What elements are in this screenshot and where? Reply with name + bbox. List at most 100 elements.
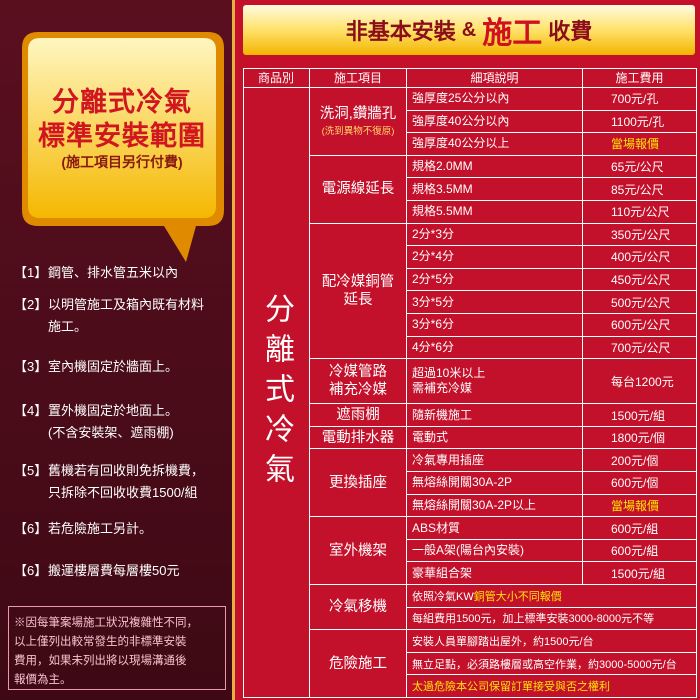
span-cell: 依照冷氣KW 銅管大小不同報價	[407, 585, 697, 608]
banner: 非基本安裝 & 施工 收費	[243, 5, 695, 55]
fee-cell: 600元/組	[583, 539, 697, 563]
item-text: 舊機若有回收則免拆機費，	[48, 463, 205, 478]
fee-cell: 85元/公尺	[583, 178, 697, 201]
product-text: 分離式冷氣	[260, 292, 293, 493]
item-text: 洗洞,鑽牆孔	[319, 106, 397, 123]
desc-text: 規格2.0MM	[412, 159, 473, 174]
fee-cell: 350元/公尺	[583, 223, 697, 247]
desc-text: 強厚度25公分以內	[412, 91, 510, 106]
item-note: (洗到異物不復原)	[321, 126, 395, 138]
banner-text: &	[461, 18, 477, 41]
fee-cell: 1500元/組	[583, 562, 697, 586]
item-cell: 冷媒管路 補充冷媒	[310, 359, 407, 405]
fee-text: 500元/公尺	[611, 295, 671, 310]
fee-text: 65元/公尺	[611, 160, 664, 175]
desc-cell: 隨新機施工	[407, 404, 583, 427]
fee-cell: 600元/組	[583, 517, 697, 540]
fee-cell: 1100元/孔	[583, 110, 697, 134]
fee-cell: 每台1200元	[583, 359, 697, 405]
fee-text: 1500元/組	[611, 408, 666, 423]
fee-cell: 65元/公尺	[583, 155, 697, 179]
fee-cell: 600元/公尺	[583, 313, 697, 337]
fee-text: 400元/公尺	[611, 250, 671, 265]
fee-cell: 當場報價	[583, 133, 697, 156]
item-text: 配冷媒銅管	[321, 273, 395, 290]
fee-text: 600元/個	[611, 476, 659, 491]
item-text: 鋼管、排水管五米以內	[48, 265, 179, 280]
fee-cell: 700元/孔	[583, 88, 697, 111]
desc-text: 無熔絲開關30A-2P以上	[412, 497, 537, 512]
bubble-title: 分離式冷氣	[52, 87, 192, 117]
fee-text: 600元/組	[611, 544, 659, 559]
desc-text: 無熔絲開關30A-2P	[412, 475, 513, 490]
item-text: 置外機固定於地面上。	[48, 403, 179, 418]
span-cell: 無立足點，必須路樓層或高空作業，約3000-5000元/台	[407, 652, 697, 676]
desc-text: 規格3.5MM	[412, 181, 473, 196]
fee-text: 700元/孔	[611, 92, 659, 107]
span-cell: 每組費用1500元，加上標準安裝3000-8000元不等	[407, 607, 697, 631]
fee-text: 1800元/個	[611, 431, 666, 446]
desc-text: 2分*4分	[412, 249, 455, 264]
header-cell: 商品別	[243, 68, 310, 88]
span-cell: 安裝人員單腳踏出屋外，約1500元/台	[407, 630, 697, 653]
item-text: 更換插座	[329, 474, 387, 491]
span-text: 每組費用1500元，加上標準安裝3000-8000元不等	[412, 613, 655, 626]
desc-cell: 規格5.5MM	[407, 200, 583, 224]
item-text: 電源線延長	[321, 181, 395, 198]
fee-cell: 600元/個	[583, 472, 697, 495]
product-cell: 分離式冷氣	[243, 88, 310, 698]
desc-cell: 豪華組合架	[407, 562, 583, 586]
fee-cell: 400元/公尺	[583, 246, 697, 269]
desc-text: 3分*5分	[412, 294, 455, 309]
desc-cell: 規格2.0MM	[407, 155, 583, 179]
item-text: 以明管施工及箱內既有材料	[48, 297, 205, 312]
item-label: 【1】	[14, 265, 48, 280]
desc-text: 強厚度40公分以上	[412, 136, 510, 151]
item-text: 冷媒管路	[329, 364, 387, 381]
item-label: 【2】	[14, 297, 48, 312]
item-cell: 配冷媒銅管 延長	[310, 223, 407, 360]
fee-cell: 110元/公尺	[583, 200, 697, 224]
item-label: 【6】	[14, 521, 48, 536]
note-box	[8, 606, 226, 690]
desc-cell: 4分*6分	[407, 336, 583, 360]
item-text: 施工。	[48, 319, 88, 334]
note-text: 費用，如果未列出將以現場溝通後	[14, 655, 187, 667]
desc-cell: 冷氣專用插座	[407, 449, 583, 473]
desc-cell: 一般A架(陽台內安裝)	[407, 539, 583, 563]
bubble-subtitle: (施工項目另行付費)	[61, 154, 183, 170]
fee-cell: 700元/公尺	[583, 336, 697, 360]
fee-text: 當場報價	[611, 137, 660, 152]
header-text: 商品別	[257, 71, 294, 85]
fee-text: 700元/公尺	[611, 340, 671, 355]
item-text: (不含安裝架、遮雨棚)	[48, 425, 174, 440]
desc-text: 隨新機施工	[412, 407, 473, 422]
span-text: 安裝人員單腳踏出屋外，約1500元/台	[412, 636, 594, 648]
item-text: 電動排水器	[321, 429, 395, 446]
desc-text: 2分*5分	[412, 272, 455, 287]
span-cell: 太過危險本公司保留訂單接受與否之權利	[407, 675, 697, 698]
item-text: 補充冷媒	[329, 382, 387, 399]
fee-cell: 1500元/組	[583, 404, 697, 427]
item-cell: 更換插座	[310, 449, 407, 518]
item-text: 室外機架	[329, 542, 387, 559]
item-text: 室內機固定於牆面上。	[48, 359, 179, 374]
item-cell: 危險施工	[310, 630, 407, 698]
desc-cell: 強厚度40公分以上	[407, 133, 583, 156]
span-text: 無立足點，必須路樓層或高空作業，約3000-5000元/台	[412, 658, 677, 671]
span-text: 太過危險本公司保留訂單接受與否之權利	[412, 681, 610, 694]
header-text: 施工項目	[333, 71, 382, 85]
banner-bg	[243, 5, 695, 55]
header-text: 施工費用	[615, 71, 664, 85]
desc-cell: 規格3.5MM	[407, 178, 583, 201]
item-cell: 電源線延長	[310, 155, 407, 224]
item-text: 延長	[343, 291, 373, 308]
desc-cell: 無熔絲開關30A-2P以上	[407, 494, 583, 518]
fee-text: 110元/公尺	[611, 205, 670, 220]
desc-text: 4分*6分	[412, 339, 455, 354]
desc-text: 需補充冷媒	[412, 381, 473, 396]
desc-cell: 強厚度25公分以內	[407, 88, 583, 111]
header-text: 細項說明	[470, 71, 519, 85]
fee-cell: 1800元/個	[583, 426, 697, 450]
desc-cell: 電動式	[407, 426, 583, 450]
